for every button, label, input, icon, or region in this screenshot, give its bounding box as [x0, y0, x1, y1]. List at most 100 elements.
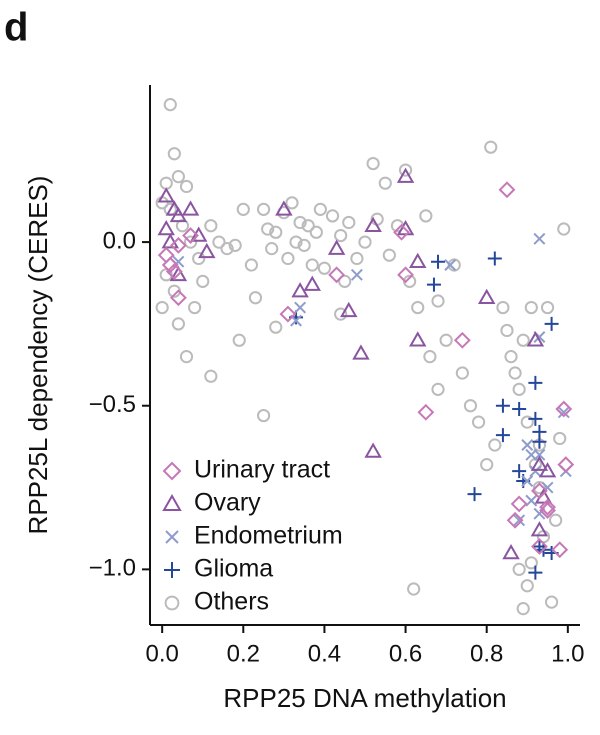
- point: [269, 225, 283, 239]
- point: [196, 274, 210, 288]
- point: [358, 235, 372, 249]
- point: [171, 317, 185, 331]
- point: [431, 382, 445, 396]
- point: [155, 300, 169, 315]
- point: [528, 565, 543, 580]
- point: [182, 227, 199, 244]
- point: [342, 215, 356, 230]
- point: [520, 415, 534, 429]
- legend-symbol: [165, 530, 179, 544]
- point: [309, 225, 323, 239]
- point: [275, 200, 293, 216]
- point: [557, 406, 570, 419]
- point: [521, 439, 534, 451]
- point: [439, 333, 453, 347]
- point: [183, 235, 198, 249]
- point: [169, 289, 187, 307]
- point: [532, 434, 547, 449]
- legend-label: Endometrium: [194, 522, 343, 550]
- point: [487, 251, 502, 266]
- point: [204, 369, 218, 383]
- point: [477, 288, 496, 304]
- point: [157, 219, 175, 236]
- point: [480, 458, 494, 472]
- point: [467, 487, 482, 502]
- point: [500, 323, 514, 338]
- point: [544, 316, 559, 331]
- point: [431, 254, 446, 269]
- point: [169, 265, 188, 282]
- point: [502, 543, 520, 560]
- point: [504, 350, 518, 364]
- point: [545, 595, 559, 609]
- point: [305, 258, 319, 272]
- x-tick-label: 0.2: [227, 640, 260, 667]
- point: [393, 223, 410, 241]
- point: [521, 475, 534, 487]
- point: [557, 456, 575, 474]
- point: [540, 300, 555, 315]
- point: [520, 579, 534, 593]
- legend-label: Ovary: [194, 489, 261, 517]
- point: [553, 431, 567, 446]
- point: [244, 258, 259, 272]
- point: [524, 556, 538, 570]
- point: [488, 438, 502, 452]
- point: [364, 442, 382, 458]
- legend-label: Glioma: [194, 555, 273, 583]
- point: [484, 140, 498, 154]
- point: [265, 242, 279, 256]
- point: [317, 261, 332, 275]
- point: [463, 399, 478, 413]
- point: [533, 232, 546, 245]
- point: [528, 411, 543, 426]
- x-tick-label: 1.0: [551, 640, 584, 667]
- point: [181, 200, 200, 216]
- point: [289, 235, 303, 249]
- point: [204, 219, 218, 233]
- point: [530, 521, 549, 537]
- point: [531, 482, 548, 500]
- point: [398, 163, 413, 177]
- point: [157, 187, 175, 203]
- x-tick-label: 0.6: [389, 640, 422, 667]
- point: [524, 300, 538, 315]
- x-tick-label: 0.0: [145, 640, 178, 667]
- point: [198, 242, 216, 259]
- point: [510, 495, 528, 513]
- point: [557, 222, 571, 236]
- point: [495, 428, 510, 443]
- point: [495, 398, 510, 413]
- y-tick-label: −1.0: [89, 555, 136, 582]
- point: [228, 238, 242, 252]
- point: [539, 498, 556, 516]
- point: [279, 305, 297, 323]
- point: [533, 448, 546, 461]
- point: [269, 320, 283, 334]
- point: [334, 307, 348, 321]
- y-axis-label: RPP25L dependency (CERES): [23, 176, 53, 535]
- legend-symbol: [164, 562, 180, 578]
- point: [297, 238, 311, 252]
- panel-label: d: [4, 6, 28, 50]
- point: [529, 465, 542, 478]
- point: [285, 196, 299, 210]
- point: [366, 156, 380, 171]
- point: [512, 382, 526, 396]
- point: [157, 246, 175, 264]
- point: [169, 206, 188, 223]
- point: [293, 215, 307, 230]
- point: [516, 333, 530, 347]
- point: [444, 259, 457, 271]
- point: [256, 202, 271, 216]
- point: [291, 282, 309, 298]
- point: [455, 366, 469, 380]
- point: [248, 291, 263, 305]
- point: [179, 179, 194, 194]
- x-tick-label: 0.4: [308, 640, 341, 667]
- point: [350, 251, 364, 266]
- point: [419, 209, 433, 223]
- point: [212, 235, 226, 249]
- point: [179, 350, 194, 364]
